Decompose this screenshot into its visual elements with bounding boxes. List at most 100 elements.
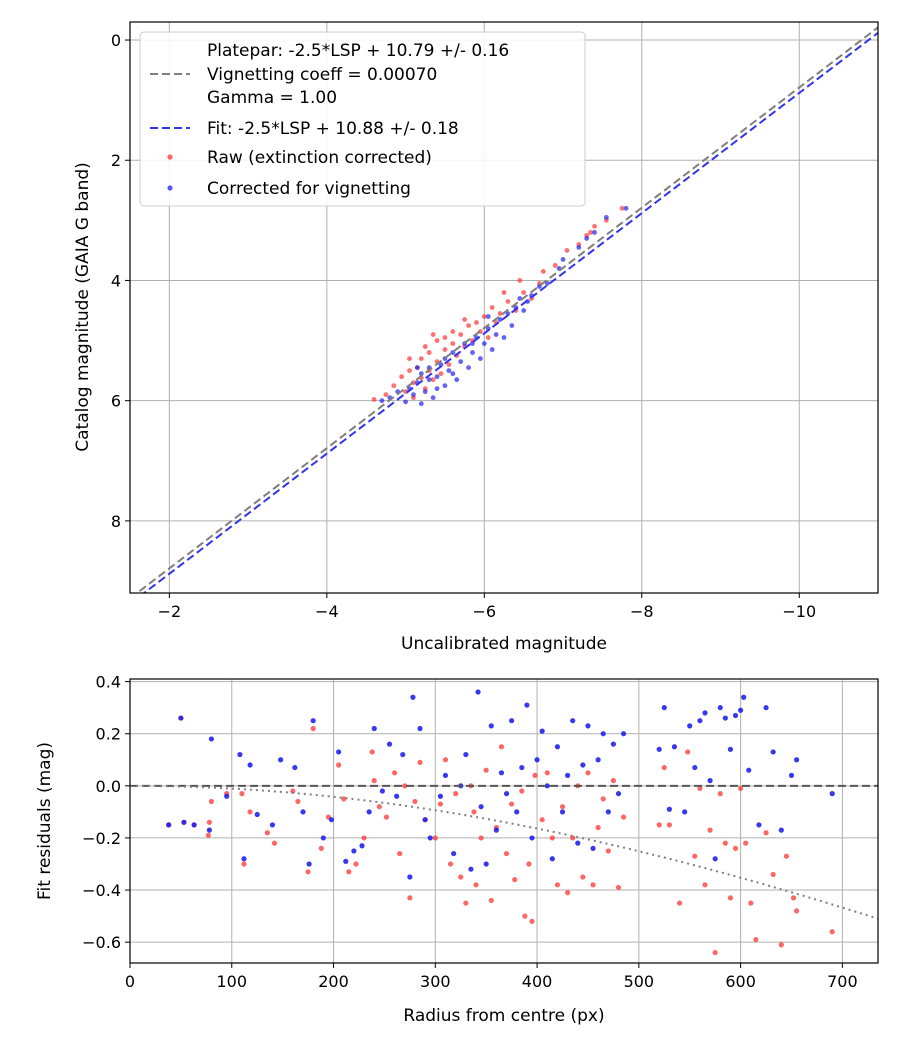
raw-residual-point (600, 796, 606, 802)
corrected-residual-point (410, 694, 416, 700)
raw-residual-point (412, 798, 418, 805)
corrected-residual-point (519, 764, 525, 771)
raw-residual-point (544, 770, 550, 776)
raw-residual-point (305, 869, 311, 875)
corrected-residual-point (529, 835, 535, 841)
corrected-residual-point (580, 762, 586, 768)
raw-point (371, 397, 377, 402)
corrected-residual-point (732, 712, 739, 719)
top-ticks: −2 −4 −6 −8 −10 0 2 4 6 8 (111, 31, 816, 621)
legend: Platepar: -2.5*LSP + 10.79 +/- 0.16 Vigne… (139, 31, 586, 207)
raw-residual-point (717, 791, 723, 797)
bottom-y-tick-label: 0.0 (96, 777, 121, 796)
raw-residual-point (318, 845, 324, 851)
raw-residual-point (503, 850, 510, 857)
raw-point (399, 374, 405, 380)
corrected-residual-point (208, 736, 215, 742)
raw-point (466, 323, 471, 328)
fit-line (142, 32, 878, 593)
legend-marker-swatch (167, 185, 173, 191)
corrected-residual-point (224, 793, 230, 799)
raw-residual-point (590, 882, 596, 888)
top-y-tick-label: 6 (111, 392, 121, 411)
top-axes-frame (129, 21, 879, 594)
raw-residual-point (336, 762, 342, 768)
legend-label: Corrected for vignetting (207, 179, 411, 199)
raw-residual-point (549, 835, 555, 841)
raw-residual-point (376, 804, 382, 810)
corrected-point (489, 347, 495, 352)
corrected-point (470, 341, 475, 346)
corrected-residual-point (394, 793, 400, 799)
corrected-point (493, 332, 499, 337)
raw-point (446, 362, 452, 367)
corrected-residual-point (241, 856, 247, 862)
raw-residual-point (369, 749, 375, 755)
bottom-y-tick-label: 0.2 (96, 725, 121, 744)
raw-residual-point (488, 897, 494, 904)
top-x-tick-label: −2 (158, 602, 182, 621)
raw-residual-point (402, 783, 408, 789)
bottom-y-tick-label: −0.4 (82, 881, 121, 900)
bottom-x-tick-label: 400 (522, 972, 553, 991)
corrected-residual-point (468, 866, 474, 872)
corrected-residual-point (178, 715, 184, 721)
corrected-residual-point (575, 840, 581, 846)
corrected-residual-point (829, 791, 835, 797)
raw-residual-point (532, 772, 538, 779)
corrected-point (458, 359, 464, 364)
raw-residual-point (473, 882, 479, 888)
corrected-point (521, 308, 527, 313)
raw-residual-point (793, 908, 800, 914)
corrected-residual-point (585, 723, 591, 729)
raw-residual-point (407, 895, 413, 901)
raw-point (588, 229, 594, 235)
corrected-point (422, 389, 428, 395)
raw-residual-point (239, 791, 245, 797)
corrected-point (450, 371, 456, 377)
raw-residual-point (707, 827, 713, 833)
raw-residual-point (442, 757, 449, 763)
corrected-residual-point (254, 811, 260, 818)
corrected-point (418, 401, 424, 407)
corrected-residual-point (738, 707, 744, 713)
bottom-axes-frame (129, 678, 879, 964)
raw-residual-point (712, 949, 718, 956)
raw-residual-point (783, 853, 790, 859)
corrected-residual-point (514, 809, 520, 815)
raw-residual-point (437, 801, 443, 807)
raw-residual-point (676, 900, 683, 906)
raw-residual-point (790, 895, 797, 901)
corrected-residual-point (292, 764, 298, 771)
corrected-residual-point (509, 718, 515, 724)
raw-residual-point (512, 877, 518, 883)
raw-residual-point (371, 778, 377, 784)
raw-residual-point (519, 788, 525, 794)
legend-label: Platepar: -2.5*LSP + 10.79 +/- 0.16 (207, 41, 509, 61)
corrected-point (477, 356, 483, 361)
raw-residual-point (554, 882, 561, 888)
corrected-residual-point (306, 861, 312, 867)
raw-point (564, 248, 570, 253)
raw-point (462, 317, 468, 322)
legend-item: Fit: -2.5*LSP + 10.88 +/- 0.18 (150, 119, 459, 139)
raw-residual-point (748, 900, 754, 906)
raw-residual-point (453, 791, 459, 797)
corrected-point (603, 214, 609, 220)
corrected-point (485, 314, 491, 319)
raw-residual-point (397, 850, 403, 857)
corrected-residual-point (524, 702, 530, 708)
raw-residual-point (656, 822, 662, 828)
corrected-residual-point (692, 764, 698, 771)
raw-residual-point (522, 913, 528, 919)
raw-residual-point (208, 798, 215, 805)
raw-residual-point (447, 861, 454, 867)
raw-residual-point (383, 814, 390, 820)
corrected-point (418, 371, 424, 377)
legend-label: Raw (extinction corrected) (207, 148, 432, 168)
corrected-residual-point (475, 689, 481, 695)
platepar-line (135, 26, 878, 593)
corrected-residual-point (544, 783, 550, 789)
corrected-point (454, 377, 460, 383)
raw-residual-point (463, 900, 469, 906)
